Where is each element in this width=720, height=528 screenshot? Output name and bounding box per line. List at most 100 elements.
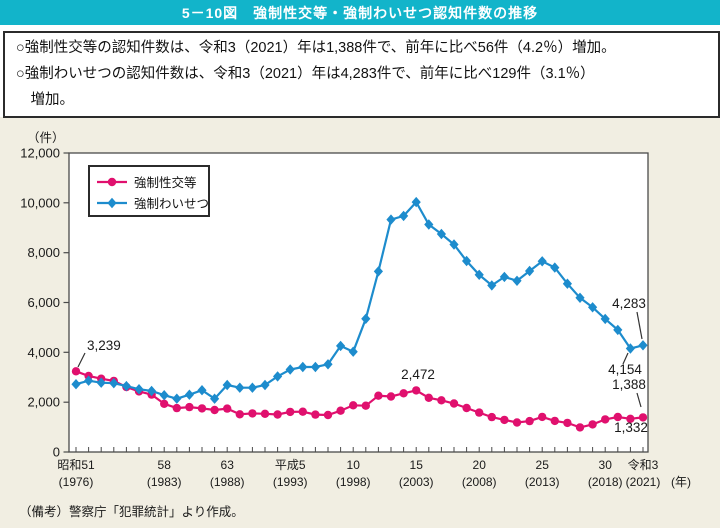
data-point-1-2009 <box>487 280 497 291</box>
legend-label-kyosei-waisetsu: 強制わいせつ <box>134 197 210 211</box>
data-point-1-1988 <box>222 379 232 391</box>
data-point-1-1993 <box>285 364 295 375</box>
data-point-1-1992 <box>273 371 283 382</box>
data-point-0-2006 <box>449 399 459 408</box>
source-note: （備考）警察庁「犯罪統計」より作成。 <box>19 505 244 519</box>
data-point-1-1995 <box>310 361 320 373</box>
data-point-1-2010 <box>499 271 509 283</box>
data-point-0-1984 <box>172 403 181 413</box>
x-tick-label-era: 30 <box>599 458 613 472</box>
data-point-0-2001 <box>386 392 396 401</box>
x-tick-label-year: (2008) <box>462 475 497 489</box>
y-axis-unit-label: （件） <box>27 131 65 145</box>
data-point-1-1978 <box>96 377 106 388</box>
x-tick-label-era: 58 <box>158 458 172 472</box>
data-point-1-1989 <box>235 382 245 393</box>
data-point-0-2018 <box>601 415 610 424</box>
data-point-0-1989 <box>235 410 244 419</box>
data-point-1-2016 <box>575 292 585 303</box>
data-point-1-1981 <box>134 384 144 395</box>
x-tick-label-year: (2018) <box>588 475 623 489</box>
y-tick-label: 6,000 <box>27 295 60 310</box>
data-point-1-1991 <box>260 379 270 391</box>
x-tick-label-year: (2003) <box>399 475 434 489</box>
data-point-1-2012 <box>525 265 535 277</box>
annotation-pointer-2 <box>636 311 643 340</box>
data-point-0-2020 <box>626 414 635 423</box>
y-tick-label: 2,000 <box>27 395 60 410</box>
data-point-1-1987 <box>210 393 220 404</box>
annotation-label-3: 4,154 <box>608 362 642 377</box>
chart-legend: 強制性交等 強制わいせつ <box>88 165 210 217</box>
x-tick-label-era: 10 <box>347 458 361 472</box>
data-point-1-1976 <box>71 379 81 390</box>
x-tick-label-year: (1998) <box>336 475 371 489</box>
data-point-0-1998 <box>349 401 358 410</box>
annotation-label-0: 3,239 <box>87 338 121 353</box>
figure-title: 5－10図 強制性交等・強制わいせつ認知件数の推移 <box>181 5 539 21</box>
x-tick-label-era: 令和3 <box>628 457 659 472</box>
data-point-0-2012 <box>525 416 534 426</box>
data-point-1-1990 <box>247 382 257 393</box>
x-tick-label-era: 63 <box>221 458 235 472</box>
data-point-0-2009 <box>487 412 496 422</box>
data-point-0-2003 <box>412 386 421 395</box>
data-point-0-1985 <box>185 402 194 412</box>
y-tick-label: 4,000 <box>27 345 60 360</box>
data-point-1-2001 <box>386 214 396 225</box>
data-point-1-2003 <box>411 196 421 208</box>
data-point-0-1993 <box>286 407 295 417</box>
pink-circle-marker-icon <box>97 177 127 186</box>
series-line-1 <box>75 200 644 401</box>
x-tick-label-era: 15 <box>410 458 424 472</box>
annotation-label-5: 1,332 <box>614 420 648 435</box>
x-tick-label-year: (1988) <box>210 475 245 489</box>
data-point-0-2007 <box>462 403 471 413</box>
data-point-0-2013 <box>538 412 547 422</box>
data-point-1-1979 <box>109 378 119 389</box>
data-point-1-1980 <box>121 380 131 392</box>
data-point-0-1988 <box>223 404 232 413</box>
data-point-0-2014 <box>550 416 559 426</box>
data-point-1-2011 <box>512 275 522 286</box>
data-point-0-1990 <box>248 409 257 418</box>
data-point-0-1995 <box>311 410 320 419</box>
data-point-0-1986 <box>197 404 207 413</box>
data-point-0-1976 <box>71 367 81 376</box>
annotation-label-4: 1,388 <box>612 377 646 392</box>
summary-line-3: 増加。 <box>30 92 75 108</box>
data-point-0-2021 <box>638 413 648 422</box>
annotation-label-2: 4,283 <box>612 296 646 311</box>
y-tick-label: 12,000 <box>20 146 60 161</box>
data-point-1-1985 <box>184 389 194 400</box>
data-point-1-2020 <box>625 343 635 354</box>
data-point-0-2010 <box>500 415 509 425</box>
summary-box: ○強制性交等の認知件数は、令和3（2021）年は1,388件で、前年に比べ56件… <box>3 31 720 118</box>
data-point-1-2013 <box>537 256 547 267</box>
summary-line-2: ○強制わいせつの認知件数は、令和3（2021）年は4,283件で、前年に比べ12… <box>16 66 595 82</box>
y-tick-label: 0 <box>53 445 60 460</box>
data-point-1-2000 <box>373 266 383 277</box>
data-point-0-2005 <box>437 396 446 405</box>
data-point-0-1983 <box>160 399 169 408</box>
x-tick-label-year: (1976) <box>59 475 94 489</box>
series-line-0 <box>75 370 644 429</box>
data-point-0-2015 <box>563 418 572 428</box>
legend-item-kyosei-seikoto: 強制性交等 <box>96 171 208 192</box>
data-point-0-1992 <box>273 410 282 419</box>
legend-item-kyosei-waisetsu: 強制わいせつ <box>96 192 210 213</box>
summary-line-1: ○強制性交等の認知件数は、令和3（2021）年は1,388件で、前年に比べ56件… <box>16 40 616 56</box>
data-point-1-2018 <box>600 313 610 325</box>
blue-diamond-marker-icon <box>97 197 127 208</box>
legend-label-kyosei-seikoto: 強制性交等 <box>134 176 197 190</box>
data-point-1-1986 <box>197 385 207 396</box>
data-point-0-1991 <box>260 409 270 418</box>
data-point-0-2017 <box>588 420 597 429</box>
data-point-0-2000 <box>374 391 383 400</box>
data-point-1-2002 <box>399 210 409 222</box>
annotation-pointer-3 <box>622 352 629 365</box>
y-tick-label: 10,000 <box>20 195 60 210</box>
data-point-1-1994 <box>298 361 308 373</box>
data-point-1-2019 <box>613 324 623 336</box>
x-axis-year-unit: (年) <box>671 475 691 489</box>
